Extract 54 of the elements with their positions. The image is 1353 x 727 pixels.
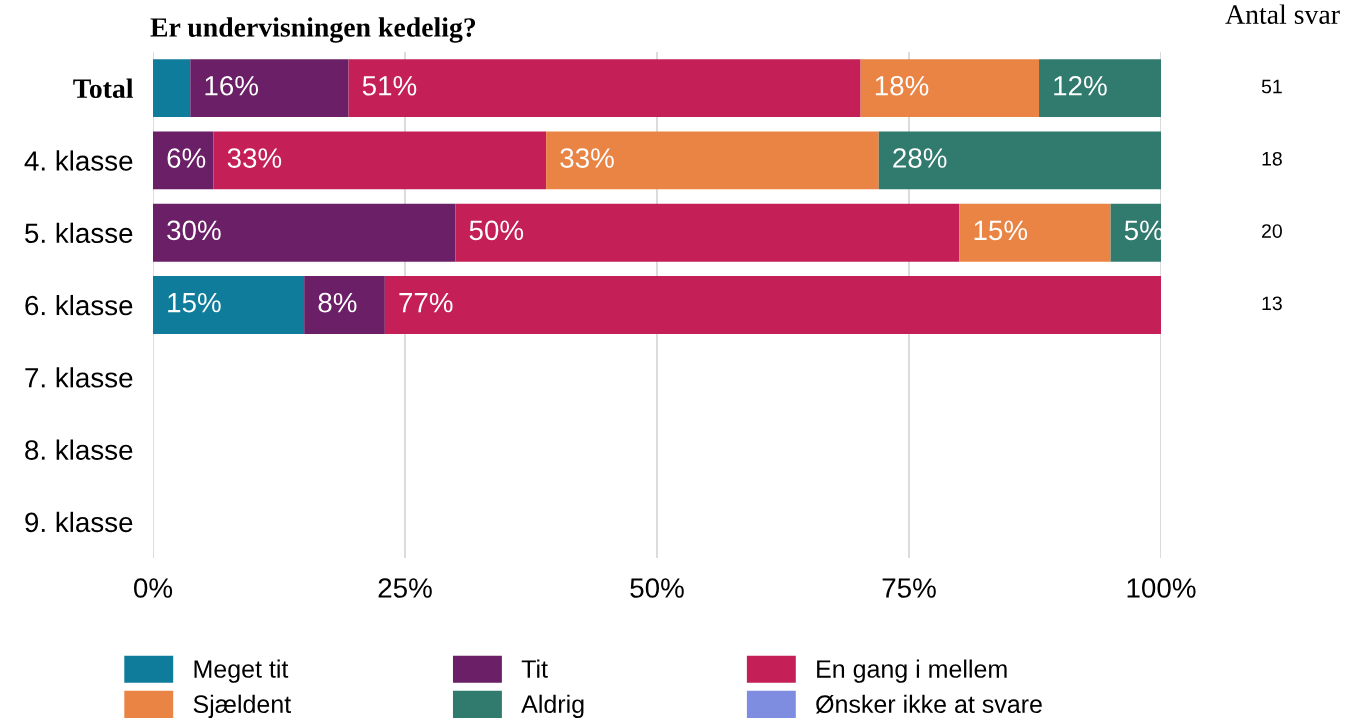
- text: 51: [1261, 79, 1282, 94]
- x-tick-label: 75%: [882, 578, 936, 598]
- bar: [860, 59, 1040, 118]
- bar: [384, 276, 1161, 334]
- data-label: 33%: [560, 148, 614, 168]
- bar: [455, 203, 960, 262]
- data-label: 33%: [227, 148, 282, 168]
- text: 13: [1262, 296, 1282, 311]
- bar: [304, 276, 385, 334]
- chart-title: Er undervisningen kedelig?: [150, 17, 476, 43]
- x-tick-label: 50%: [630, 578, 684, 598]
- bar: [153, 203, 456, 262]
- bar: [153, 59, 191, 118]
- bar: [546, 131, 879, 190]
- bar: [878, 131, 1161, 190]
- legend-label: Aldrig: [521, 694, 584, 718]
- data-label: 16%: [205, 75, 259, 96]
- text: 20: [1262, 224, 1282, 238]
- bar: [1039, 59, 1161, 118]
- data-label: 15%: [974, 220, 1028, 241]
- data-label: 77%: [399, 292, 453, 313]
- y-tick-label: 4. klasse: [24, 150, 133, 171]
- text: 18: [1262, 151, 1282, 166]
- data-label: 18%: [875, 75, 929, 96]
- y-tick-label: 7. klasse: [25, 367, 133, 388]
- legend-label: Meget tit: [194, 659, 289, 683]
- data-label: 51%: [362, 76, 417, 96]
- text: Antal svar: [1225, 4, 1340, 24]
- bar: [1110, 203, 1161, 262]
- y-tick-label: 6. klasse: [25, 294, 133, 316]
- data-label: 15%: [168, 292, 221, 313]
- y-tick-label: 9. klasse: [25, 511, 133, 533]
- data-label: 12%: [1054, 75, 1107, 96]
- legend-label: Ønsker ikke at svare: [815, 694, 1042, 714]
- bar: [190, 59, 349, 118]
- x-tick-label: 25%: [378, 578, 432, 598]
- y-tick-label: 5. klasse: [25, 222, 133, 244]
- x-tick-label: 0%: [134, 578, 173, 598]
- data-label: 6%: [167, 148, 206, 168]
- bar: [213, 131, 547, 190]
- y-tick-label: Total: [73, 78, 134, 99]
- bar: [153, 276, 305, 334]
- bar: [153, 131, 214, 190]
- bar: [959, 203, 1111, 262]
- bar: [348, 59, 861, 118]
- x-tick-label: 100%: [1127, 578, 1196, 598]
- legend-label: Tit: [521, 659, 548, 678]
- data-label: 30%: [167, 220, 221, 241]
- y-tick-label: 8. klasse: [25, 439, 133, 460]
- data-label: 50%: [469, 220, 524, 241]
- legend-label: En gang i mellem: [817, 659, 1007, 683]
- data-label: 28%: [893, 148, 947, 168]
- legend-label: Sjældent: [193, 694, 291, 718]
- data-label: 8%: [318, 292, 357, 313]
